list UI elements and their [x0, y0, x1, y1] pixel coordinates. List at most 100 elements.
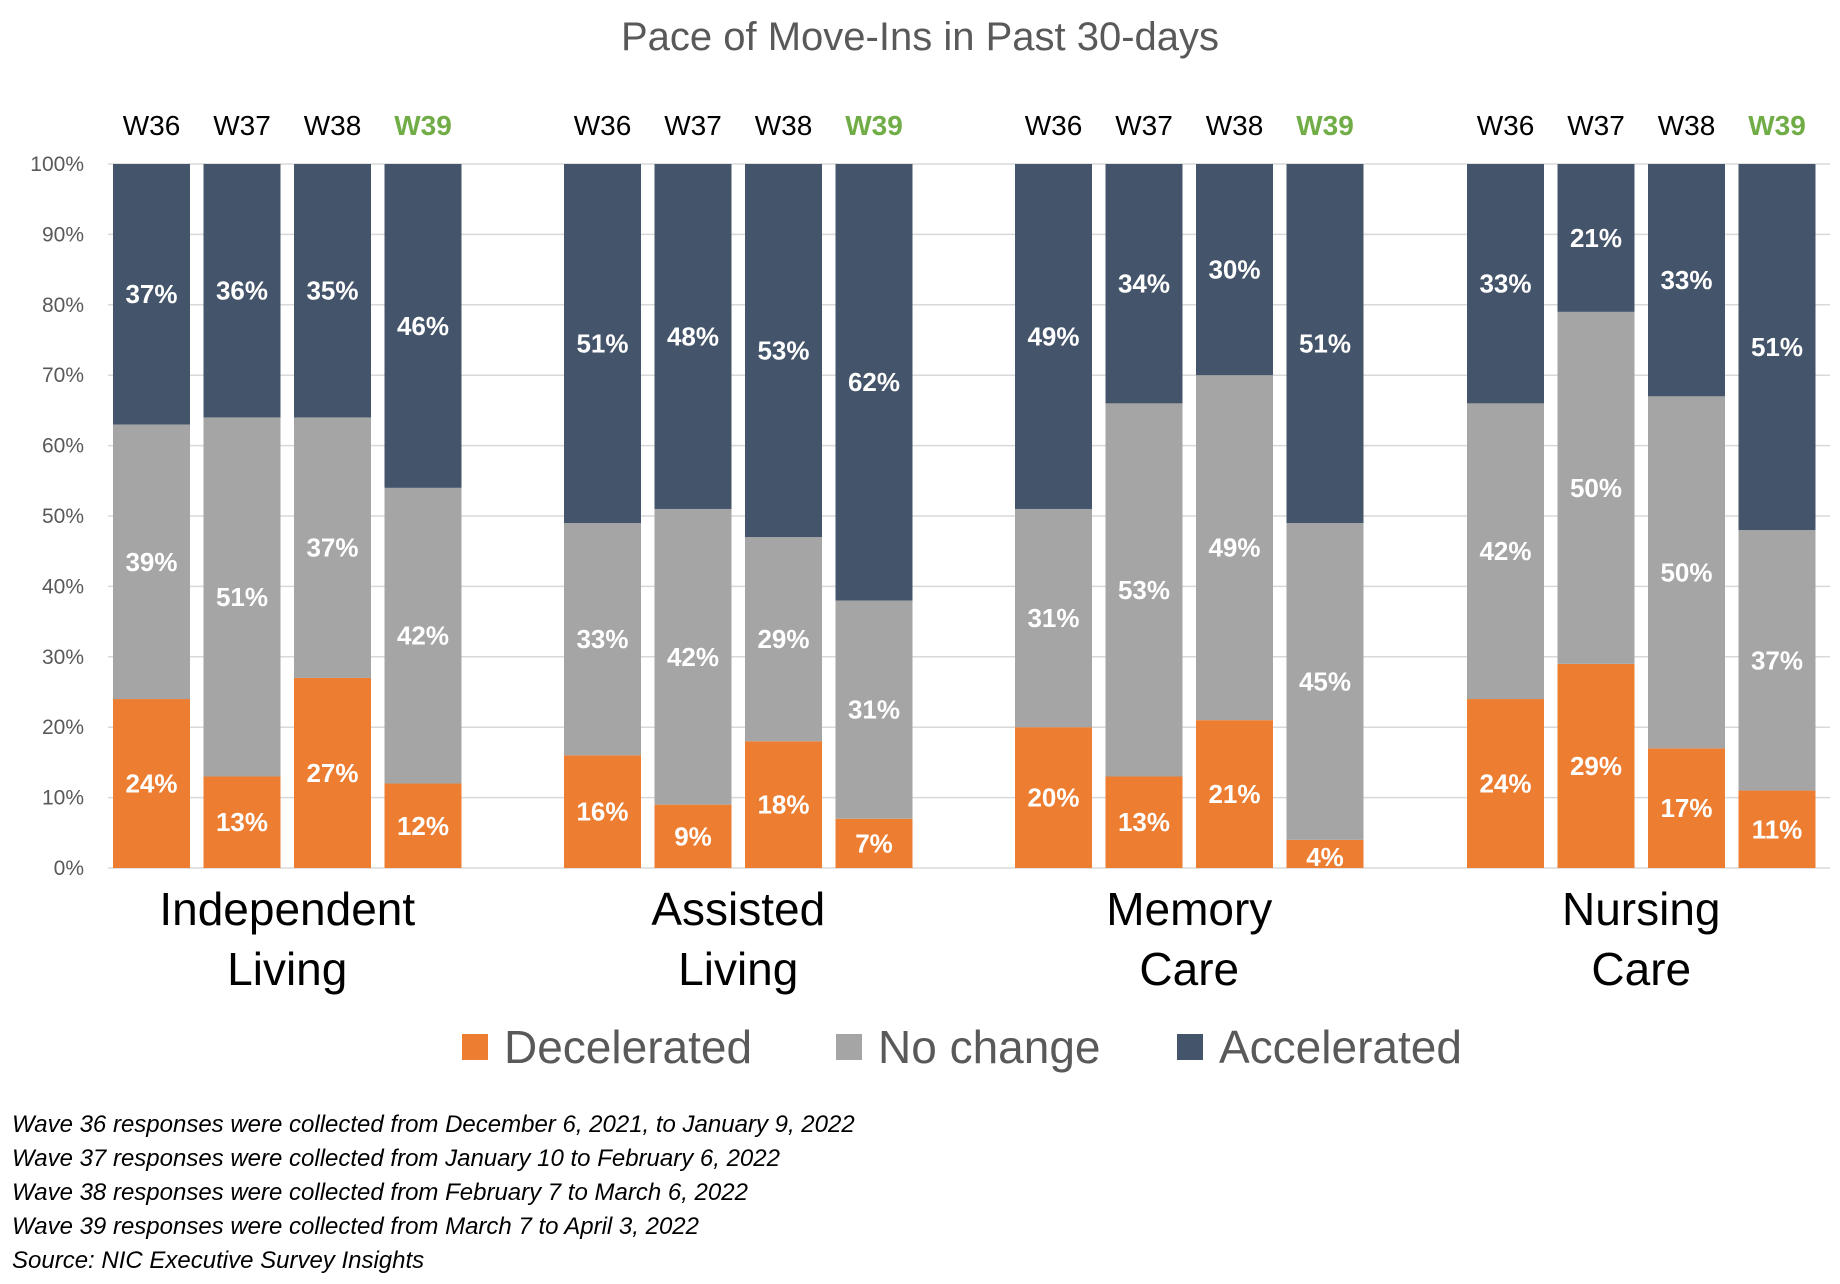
data-label: 34% — [1118, 269, 1170, 299]
bar-segment-no-change — [1015, 508, 1092, 728]
wave-header: W38 — [1206, 110, 1264, 141]
data-label: 45% — [1299, 666, 1351, 696]
bar-segment-accelerated — [384, 164, 462, 488]
bar-segment-no-change — [564, 523, 641, 756]
wave-header: W39 — [1296, 110, 1354, 141]
legend: Decelerated No change Accelerated — [462, 1021, 1462, 1073]
bar-segment-no-change — [1557, 311, 1635, 664]
data-label: 33% — [576, 624, 628, 654]
data-label: 39% — [125, 547, 177, 577]
data-label: 13% — [1118, 807, 1170, 837]
category-label: Living — [227, 943, 347, 995]
bar-segment-accelerated — [1105, 164, 1183, 404]
bar-segment-decelerated — [113, 699, 190, 868]
bar-segment-accelerated — [654, 164, 732, 509]
wave-header: W37 — [664, 110, 722, 141]
category-label: Care — [1591, 943, 1691, 995]
data-label: 49% — [1027, 321, 1079, 351]
footnote-source: Source: NIC Executive Survey Insights — [12, 1247, 425, 1274]
bar-segment-accelerated — [564, 164, 641, 524]
wave-header: W38 — [304, 110, 362, 141]
bar-segment-decelerated — [1557, 663, 1635, 868]
data-label: 12% — [397, 811, 449, 841]
category-label: Living — [678, 943, 798, 995]
data-label: 46% — [397, 311, 449, 341]
wave-header: W36 — [1477, 110, 1535, 141]
bar-segment-accelerated — [1467, 164, 1544, 404]
bar-segment-decelerated — [1648, 748, 1725, 868]
data-label: 16% — [576, 797, 628, 827]
bar-segment-decelerated — [1738, 790, 1816, 868]
legend-swatch — [836, 1034, 862, 1060]
wave-header: W38 — [1658, 110, 1716, 141]
footnote-wave-37: Wave 37 responses were collected from Ja… — [12, 1145, 780, 1172]
data-label: 53% — [1118, 575, 1170, 605]
bar-segment-no-change — [1467, 403, 1544, 700]
y-tick-label: 30% — [42, 646, 84, 669]
data-label: 17% — [1660, 793, 1712, 823]
data-label: 21% — [1570, 223, 1622, 253]
data-label: 20% — [1027, 783, 1079, 813]
data-label: 29% — [757, 624, 809, 654]
data-label: 51% — [216, 582, 268, 612]
bar-segment-no-change — [835, 600, 913, 819]
data-label: 18% — [757, 790, 809, 820]
data-label: 13% — [216, 807, 268, 837]
bar-segment-decelerated — [654, 804, 732, 868]
bars — [113, 164, 1816, 868]
bar-segment-no-change — [203, 417, 281, 777]
data-label: 31% — [848, 695, 900, 725]
footnote-wave-39: Wave 39 responses were collected from Ma… — [12, 1213, 699, 1240]
category-label: Nursing — [1562, 883, 1721, 935]
bar-segment-decelerated — [745, 741, 822, 868]
bar-segment-accelerated — [1015, 164, 1092, 509]
data-label: 42% — [667, 642, 719, 672]
wave-header: W37 — [1115, 110, 1173, 141]
category-labels: Independent Living Assisted Living Memory Car… — [159, 883, 1720, 995]
y-tick-label: 20% — [42, 716, 84, 739]
data-label: 42% — [1479, 536, 1531, 566]
bar-segment-accelerated — [203, 164, 281, 418]
bar-segment-no-change — [1738, 530, 1816, 791]
data-label: 37% — [306, 533, 358, 563]
footnotes: Wave 36 responses were collected from De… — [12, 1108, 855, 1278]
wave-header: W37 — [213, 110, 271, 141]
data-label: 9% — [674, 821, 712, 851]
data-label: 31% — [1027, 603, 1079, 633]
bar-segment-no-change — [113, 424, 190, 700]
bar-segment-decelerated — [1196, 720, 1273, 868]
footnote-wave-36: Wave 36 responses were collected from De… — [12, 1111, 855, 1138]
bar-segment-accelerated — [1557, 164, 1635, 312]
data-label: 51% — [576, 329, 628, 359]
wave-header: W36 — [1025, 110, 1083, 141]
bar-segment-accelerated — [835, 164, 913, 601]
legend-label: Decelerated — [504, 1021, 752, 1073]
data-label: 30% — [1208, 255, 1260, 285]
bar-segment-accelerated — [1738, 164, 1816, 531]
data-label: 11% — [1752, 814, 1803, 844]
bar-segment-no-change — [1286, 523, 1364, 840]
category-label: Memory — [1106, 883, 1272, 935]
legend-label: Accelerated — [1219, 1021, 1462, 1073]
data-label: 21% — [1208, 779, 1260, 809]
y-tick-label: 0% — [54, 857, 84, 880]
y-tick-label: 70% — [42, 364, 84, 387]
bar-segment-no-change — [1196, 375, 1273, 721]
chart-title: Pace of Move-Ins in Past 30-days — [621, 15, 1219, 59]
wave-header: W37 — [1567, 110, 1625, 141]
wave-headers: W36 W37 W38 W39 W36 W37 W38 W39 W36 W37 W38 W39 W36 W… — [123, 110, 1806, 141]
legend-swatch — [1177, 1034, 1203, 1060]
bar-segment-accelerated — [1648, 164, 1725, 397]
wave-header: W38 — [755, 110, 813, 141]
legend-swatch — [462, 1034, 488, 1060]
data-label: 29% — [1570, 751, 1622, 781]
data-label: 51% — [1299, 329, 1351, 359]
footnote-wave-38: Wave 38 responses were collected from Fe… — [12, 1179, 748, 1206]
bar-segment-no-change — [1648, 396, 1725, 749]
bar-segment-decelerated — [835, 818, 913, 868]
wave-header: W36 — [574, 110, 632, 141]
y-tick-label: 10% — [42, 787, 84, 810]
bar-segment-decelerated — [203, 776, 281, 868]
data-label: 53% — [757, 336, 809, 366]
data-label: 37% — [125, 279, 177, 309]
